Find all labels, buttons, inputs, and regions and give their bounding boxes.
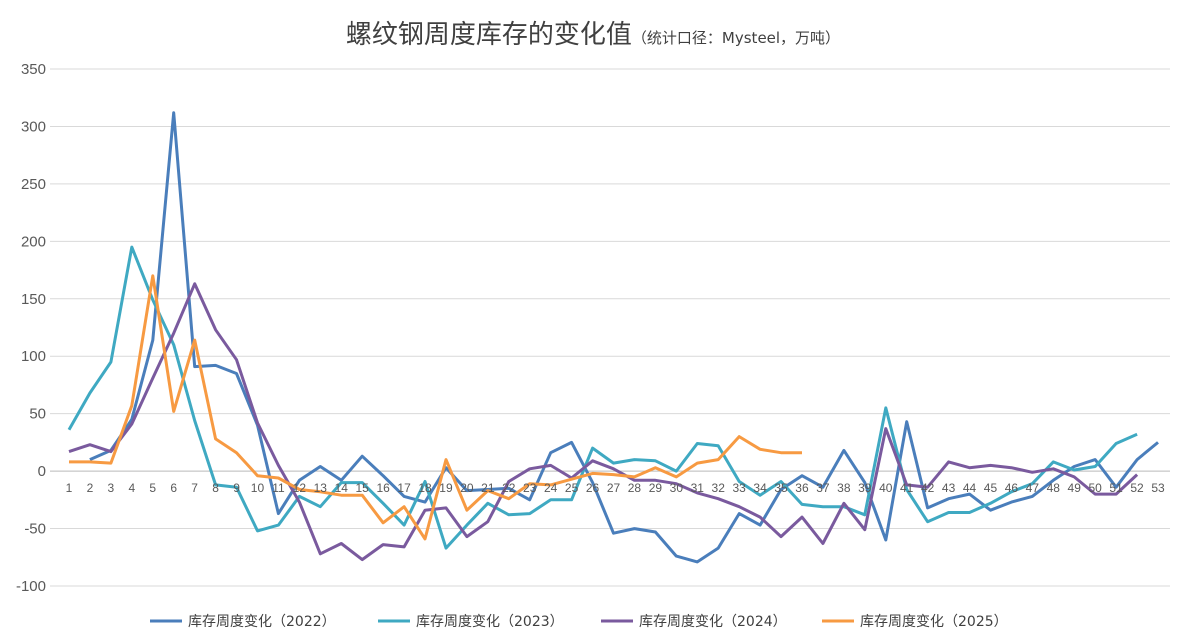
- x-tick-label: 37: [816, 481, 830, 495]
- x-tick-label: 8: [212, 481, 219, 495]
- x-tick-label: 17: [397, 481, 411, 495]
- x-tick-label: 23: [523, 481, 537, 495]
- legend-label: 库存周度变化（2023）: [416, 614, 564, 630]
- chart-title: 螺纹钢周度库存的变化值（统计口径：Mysteel，万吨）: [0, 14, 1186, 51]
- x-tick-label: 12: [293, 481, 307, 495]
- x-tick-label: 25: [565, 481, 579, 495]
- x-tick-label: 6: [170, 481, 177, 495]
- x-tick-label: 5: [149, 481, 156, 495]
- x-tick-label: 14: [335, 481, 349, 495]
- x-tick-label: 21: [481, 481, 495, 495]
- x-tick-label: 44: [963, 481, 977, 495]
- x-tick-label: 26: [586, 481, 600, 495]
- x-tick-label: 24: [544, 481, 558, 495]
- x-tick-label: 13: [314, 481, 328, 495]
- y-tick-label: -100: [16, 578, 46, 595]
- x-tick-label: 50: [1088, 481, 1102, 495]
- x-tick-label: 28: [628, 481, 642, 495]
- x-tick-label: 51: [1109, 481, 1123, 495]
- x-tick-label: 9: [233, 481, 240, 495]
- x-tick-label: 40: [879, 481, 893, 495]
- x-tick-label: 29: [649, 481, 663, 495]
- x-tick-label: 4: [128, 481, 135, 495]
- y-tick-label: 100: [21, 348, 46, 365]
- x-tick-label: 18: [418, 481, 432, 495]
- x-tick-label: 2: [87, 481, 94, 495]
- legend-label: 库存周度变化（2025）: [860, 614, 1008, 630]
- y-tick-label: 150: [21, 291, 46, 308]
- x-tick-label: 10: [251, 481, 265, 495]
- y-tick-label: 0: [38, 463, 46, 480]
- x-tick-label: 48: [1047, 481, 1061, 495]
- x-tick-label: 33: [732, 481, 746, 495]
- x-tick-label: 42: [921, 481, 935, 495]
- x-tick-label: 39: [858, 481, 872, 495]
- x-tick-label: 7: [191, 481, 198, 495]
- x-tick-label: 3: [108, 481, 115, 495]
- x-tick-label: 46: [1005, 481, 1019, 495]
- series-line-3: [68, 282, 1139, 562]
- x-tick-label: 16: [376, 481, 390, 495]
- x-tick-label: 35: [774, 481, 788, 495]
- y-tick-label: 300: [21, 118, 46, 135]
- x-tick-label: 53: [1151, 481, 1165, 495]
- x-tick-label: 22: [502, 481, 516, 495]
- x-tick-label: 20: [460, 481, 474, 495]
- x-tick-label: 34: [753, 481, 767, 495]
- x-tick-label: 45: [984, 481, 998, 495]
- y-tick-label: 350: [21, 61, 46, 78]
- x-tick-label: 1: [66, 481, 73, 495]
- x-tick-label: 11: [272, 481, 285, 495]
- x-tick-label: 32: [712, 481, 726, 495]
- y-tick-label: 250: [21, 176, 46, 193]
- legend-label: 库存周度变化（2024）: [639, 614, 787, 630]
- y-tick-label: 50: [29, 406, 46, 423]
- x-tick-label: 47: [1026, 481, 1040, 495]
- x-tick-label: 30: [670, 481, 684, 495]
- series-line-1: [89, 111, 1159, 564]
- y-tick-label: 200: [21, 233, 46, 250]
- x-tick-label: 52: [1130, 481, 1144, 495]
- series-line-4: [69, 274, 802, 541]
- x-tick-label: 19: [439, 481, 453, 495]
- x-tick-label: 27: [607, 481, 621, 495]
- x-tick-label: 38: [837, 481, 851, 495]
- x-tick-label: 15: [356, 481, 370, 495]
- chart-subtitle: （统计口径：Mysteel，万吨）: [631, 29, 841, 47]
- x-tick-label: 41: [900, 481, 914, 495]
- series-line-2: [67, 245, 1138, 550]
- x-tick-label: 43: [942, 481, 956, 495]
- y-tick-label: -50: [24, 521, 46, 538]
- x-tick-label: 31: [691, 481, 705, 495]
- chart-title-main: 螺纹钢周度库存的变化值: [345, 20, 632, 50]
- legend-label: 库存周度变化（2022）: [188, 614, 336, 630]
- x-tick-label: 49: [1068, 481, 1082, 495]
- x-tick-label: 36: [795, 481, 809, 495]
